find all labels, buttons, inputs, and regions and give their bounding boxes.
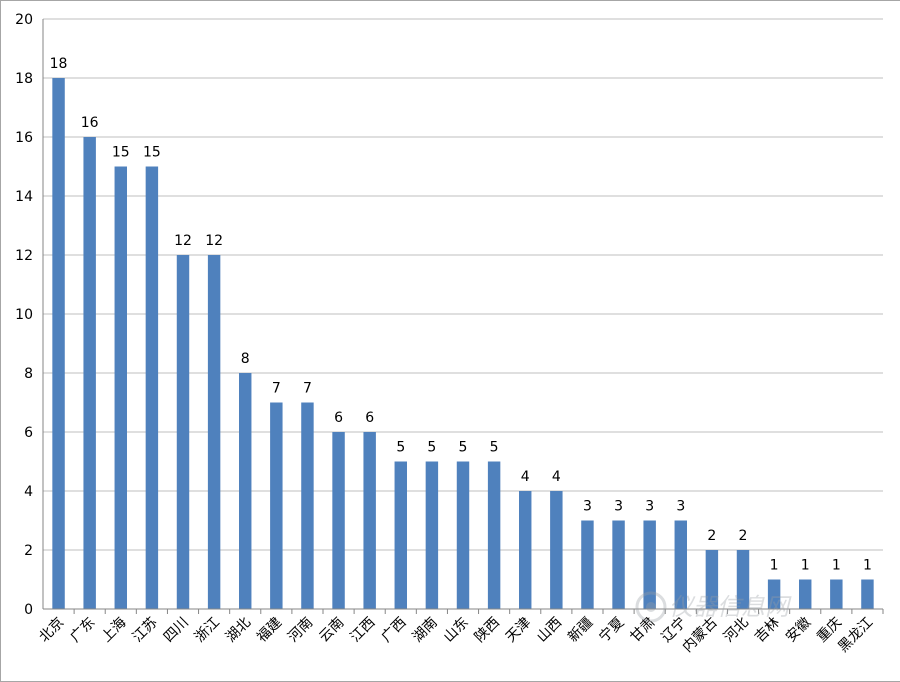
data-label: 2 <box>707 528 716 544</box>
bar <box>52 78 65 609</box>
data-label: 16 <box>81 115 99 131</box>
data-label: 7 <box>303 381 312 397</box>
data-label: 5 <box>459 440 468 456</box>
y-tick-label: 10 <box>15 307 33 323</box>
data-label: 7 <box>272 381 281 397</box>
y-tick-label: 14 <box>15 189 33 205</box>
x-tick-label: 江苏 <box>130 615 161 646</box>
bar <box>176 255 190 609</box>
data-label: 6 <box>365 410 374 426</box>
bar <box>550 491 563 609</box>
bar <box>394 461 407 609</box>
y-tick-label: 8 <box>24 366 33 382</box>
x-tick-label: 新疆 <box>565 615 596 646</box>
x-tick-label: 宁夏 <box>596 614 628 646</box>
x-tick-label: 天津 <box>503 615 534 646</box>
y-axis: 0 2 4 6 8 10 12 14 16 18 20 <box>15 12 44 618</box>
bar <box>799 579 812 609</box>
x-tick-label: 云南 <box>316 615 347 646</box>
y-tick-label: 2 <box>24 543 33 559</box>
data-label: 3 <box>614 499 623 515</box>
data-label: 1 <box>770 558 779 574</box>
bar <box>83 137 96 609</box>
x-tick-label: 浙江 <box>192 615 223 646</box>
bar <box>332 432 345 609</box>
data-label: 3 <box>676 499 685 515</box>
data-label: 4 <box>552 469 561 485</box>
data-label: 6 <box>334 410 343 426</box>
y-tick-label: 18 <box>15 71 33 87</box>
data-label: 15 <box>143 145 161 161</box>
bar <box>612 520 625 609</box>
data-labels: 18 16 15 15 12 12 8 7 7 6 6 5 5 5 5 4 4 3 3 3 3 2 2 1 1 1 1 <box>50 56 872 574</box>
x-tick-label: 陕西 <box>472 615 503 646</box>
x-tick-label: 广西 <box>378 615 409 646</box>
data-label: 3 <box>583 499 592 515</box>
data-label: 12 <box>205 233 223 249</box>
x-tick-label: 福建 <box>254 615 285 646</box>
bar <box>145 166 159 609</box>
y-tick-label: 12 <box>15 248 33 264</box>
bar <box>456 461 470 609</box>
x-tick-label: 上海 <box>98 615 129 646</box>
y-tick-label: 0 <box>24 602 33 618</box>
x-tick-label: 河南 <box>285 615 316 646</box>
bar <box>114 166 127 609</box>
data-label: 4 <box>521 469 530 485</box>
bar <box>487 461 501 609</box>
bar <box>270 402 283 609</box>
data-label: 1 <box>863 558 872 574</box>
bar <box>736 550 750 609</box>
x-tick-label: 山西 <box>534 615 565 646</box>
data-label: 3 <box>645 499 654 515</box>
y-tick-label: 20 <box>15 12 33 28</box>
x-tick-label: 广东 <box>67 615 98 646</box>
data-label: 18 <box>50 56 68 72</box>
x-tick-label: 黑龙江 <box>835 615 876 656</box>
bar <box>425 461 439 609</box>
data-label: 5 <box>490 440 499 456</box>
data-label: 5 <box>427 440 436 456</box>
bars <box>52 78 874 609</box>
data-label: 1 <box>801 558 810 574</box>
bar <box>581 520 594 609</box>
data-label: 1 <box>832 558 841 574</box>
bar <box>643 520 656 609</box>
bar <box>301 402 314 609</box>
bar <box>705 550 719 609</box>
bar <box>363 432 376 609</box>
data-label: 2 <box>739 528 748 544</box>
x-tick-label: 山东 <box>441 615 472 646</box>
y-tick-label: 6 <box>24 425 33 441</box>
data-label: 12 <box>174 233 192 249</box>
watermark-text: 仪器信息网 <box>669 593 792 621</box>
x-tick-label: 北京 <box>36 615 67 646</box>
data-label: 5 <box>396 440 405 456</box>
y-tick-label: 4 <box>24 484 33 500</box>
watermark-logo: 仪器信息网 <box>635 591 792 623</box>
bar <box>239 373 252 609</box>
bar <box>519 491 532 609</box>
bar <box>830 579 843 609</box>
bar <box>767 579 781 609</box>
x-tick-label: 江西 <box>347 615 378 646</box>
x-tick-label: 湖南 <box>410 615 441 646</box>
bar <box>207 255 221 609</box>
data-label: 8 <box>241 351 250 367</box>
x-tick-label: 湖北 <box>223 615 254 646</box>
x-tick-label: 四川 <box>161 615 192 646</box>
bar <box>674 520 687 609</box>
data-label: 15 <box>112 145 130 161</box>
bar <box>861 579 874 609</box>
y-tick-label: 16 <box>15 130 33 146</box>
